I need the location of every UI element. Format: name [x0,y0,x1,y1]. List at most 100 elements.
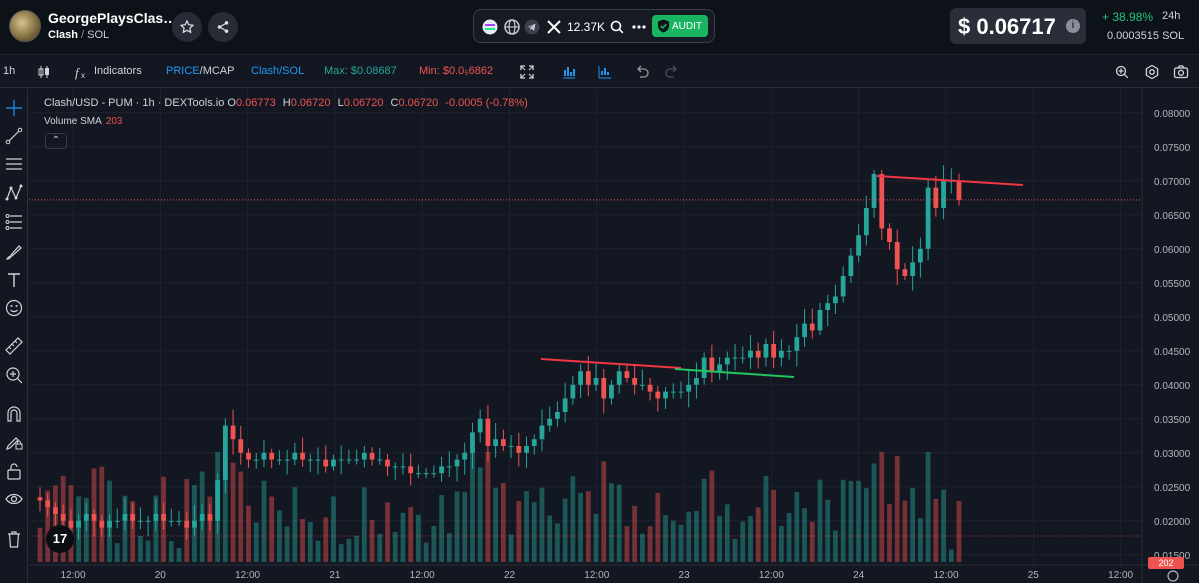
legend-close: 0.06720 [398,97,439,109]
candle-body [99,520,105,528]
magnet-icon[interactable] [5,405,23,423]
chart-canvas[interactable]: 0.08000 0.07500 0.07000 0.06500 0.06000 0.055… [29,89,1199,583]
trash-icon[interactable] [5,530,23,548]
audit-label: AUDIT [672,20,702,32]
volume-bar [871,463,877,562]
candle-body [686,384,692,392]
volume-bar [253,522,259,562]
candle-body [361,452,367,460]
price-tick-label: 0.06500 [1154,211,1191,222]
candle-body [76,520,82,528]
collapse-legend-button[interactable]: ⌃ [45,133,67,149]
volume-bar [508,534,514,562]
volume-bar [230,462,236,562]
candle-body [222,425,228,480]
token-symbol: Clash [48,29,78,41]
trendline-icon[interactable] [5,127,23,145]
volume-bar [856,480,861,562]
volume-bar [763,476,769,562]
candle-body [663,391,668,399]
volume-bar [585,491,591,562]
magnifier-icon[interactable] [1114,64,1130,80]
volume-bar [547,515,553,562]
more-icon[interactable] [631,19,647,35]
volume-bar [778,526,784,562]
candle-body [524,446,529,453]
volume-bar [686,511,692,562]
fullscreen-icon[interactable] [519,64,535,80]
candle-body [531,439,537,446]
zoom-in-icon[interactable] [5,366,23,384]
candle-body [60,514,66,521]
globe-icon[interactable] [504,19,520,35]
redo-icon[interactable] [664,64,680,80]
candle-body [307,459,313,461]
candle-body [462,452,468,460]
search-icon[interactable] [609,19,625,35]
share-icon [217,21,229,33]
token-logo-icon[interactable] [482,19,498,35]
volume-bar [948,549,954,562]
token-name[interactable]: GeorgePlaysClas… [48,10,178,26]
candle-body [431,473,437,475]
candle-body [292,452,298,460]
eye-icon[interactable] [5,490,23,508]
ruler-icon[interactable] [5,337,23,355]
brush-icon[interactable] [5,243,23,261]
price-change: + 38.98% [1102,10,1154,24]
price-chart[interactable]: 0.08000 0.07500 0.07000 0.06500 0.06000 0.055… [29,89,1199,583]
crosshair-icon[interactable] [5,99,23,117]
info-icon[interactable]: i [1066,19,1080,33]
candle-body [161,514,166,521]
settings-icon[interactable] [1144,64,1160,80]
price-mcap-toggle[interactable]: PRICE/MCAP [166,65,235,77]
candles-icon[interactable] [36,64,52,80]
volume-bar [246,505,251,562]
x-icon[interactable] [546,19,562,35]
time-tick-label: 12:00 [933,570,958,581]
favorite-button[interactable] [172,12,202,42]
candle-body [601,378,607,399]
bars-icon[interactable] [561,64,577,80]
price-tick-label: 0.05500 [1154,279,1191,290]
volume-bar [338,544,344,562]
volume-bar [925,452,931,562]
telegram-icon[interactable] [524,19,540,35]
lock-drawing-icon[interactable] [5,433,23,451]
lock-icon[interactable] [5,462,23,480]
volume-legend: Volume SMA 203 [44,116,123,127]
volume-bar [655,492,661,562]
volume-bar [887,504,892,562]
camera-icon[interactable] [1173,64,1189,80]
candle-body [315,459,321,461]
volume-bar [423,542,429,562]
candle-body [470,432,475,453]
compare-icon[interactable] [597,64,613,80]
pair-toggle[interactable]: Clash/SOL [251,65,305,77]
volume-bar [771,489,777,562]
candle-body [632,378,638,385]
share-button[interactable] [208,12,238,42]
horizontal-lines-icon[interactable] [5,155,23,173]
pattern-icon[interactable] [5,184,23,202]
interval-button[interactable]: 1h [3,65,16,77]
fib-icon[interactable] [5,213,23,231]
candle-body [207,514,213,521]
tradingview-logo[interactable]: 17 [46,525,74,553]
candle-body [778,350,784,358]
candle-body [446,466,452,468]
candle-body [354,459,360,461]
candle-body [37,497,43,501]
emoji-icon[interactable] [5,299,23,317]
audit-button[interactable]: AUDIT [652,15,708,37]
undo-icon[interactable] [634,64,650,80]
indicators-button[interactable]: Indicators [94,65,142,77]
volume-bar [748,516,753,562]
volume-bar [709,470,715,562]
candle-body [879,174,885,229]
text-icon[interactable] [5,271,23,289]
volume-bar [377,533,383,562]
candle-body [833,296,838,304]
